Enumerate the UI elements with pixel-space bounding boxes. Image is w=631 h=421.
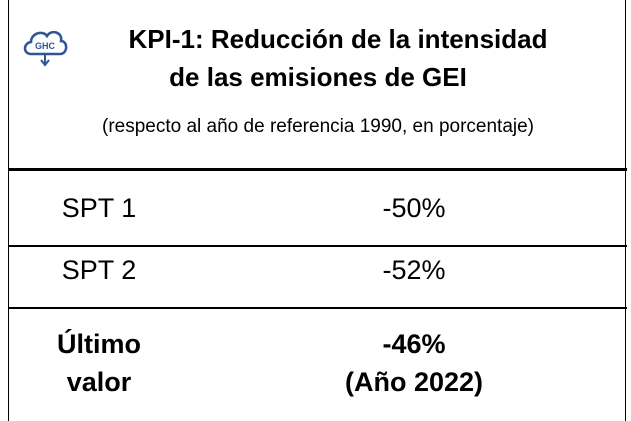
text-line: -46% — [382, 329, 446, 359]
row-value: -52% — [382, 255, 446, 285]
row-label: Último valor — [9, 325, 189, 401]
title-line: KPI-1: Reducción de la intensidad — [128, 24, 548, 54]
text-line: Último — [57, 329, 141, 359]
title-line: de las emisiones de GEI — [169, 62, 467, 92]
text-line: (Año 2022) — [344, 367, 484, 397]
text-line: valor — [66, 367, 132, 397]
divider — [9, 168, 627, 171]
row-value: -50% — [382, 193, 446, 223]
ghg-icon: GHC — [23, 30, 68, 67]
divider — [9, 245, 627, 247]
subtitle: (respecto al año de referencia 1990, en … — [102, 116, 534, 137]
row-value: -46% (Año 2022) — [239, 325, 589, 401]
table-frame: GHC KPI-1: Reducción de la intensidad de… — [8, 0, 627, 421]
row-label: SPT 2 — [61, 255, 137, 285]
divider — [9, 307, 627, 309]
icon-label: GHC — [35, 41, 56, 51]
row-label: SPT 1 — [61, 193, 137, 223]
